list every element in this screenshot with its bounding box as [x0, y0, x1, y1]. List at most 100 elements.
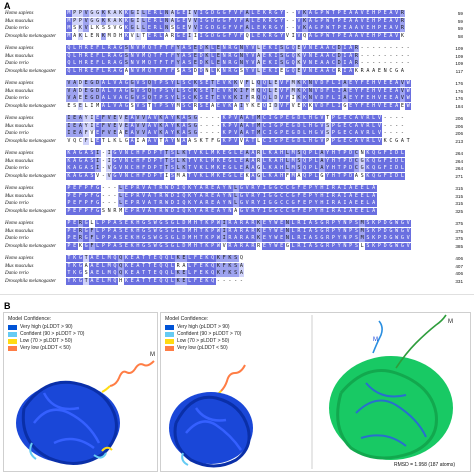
residue: S — [117, 220, 124, 227]
residue: I — [301, 242, 308, 250]
residue: V — [66, 95, 72, 103]
residue: K — [221, 122, 227, 130]
residue: P — [319, 17, 325, 25]
residue: R — [330, 200, 337, 208]
residue: M — [359, 235, 365, 243]
residue: R — [330, 185, 337, 192]
residue: Y — [324, 172, 331, 180]
residue: E — [129, 255, 135, 262]
residue: G — [77, 157, 84, 165]
residue: G — [117, 45, 124, 52]
residue: E — [123, 200, 130, 208]
residue: A — [347, 207, 354, 215]
residue: L — [232, 192, 239, 200]
residue: V — [113, 25, 117, 32]
residue: K — [186, 185, 193, 192]
residue: L — [158, 25, 164, 33]
residue: Q — [181, 185, 187, 192]
residue: K — [267, 60, 273, 68]
residue: S — [163, 220, 170, 227]
residue: T — [186, 165, 193, 173]
residue: L — [261, 150, 268, 157]
residue: Y — [244, 67, 250, 75]
residue: I — [342, 60, 348, 68]
residue: N — [107, 207, 111, 214]
residue: P — [100, 235, 107, 243]
residue: F — [244, 95, 250, 103]
residue: T — [152, 207, 158, 215]
residue: S — [324, 130, 331, 138]
residue: T — [152, 60, 158, 68]
residue: E — [353, 185, 360, 192]
residue: Y — [244, 60, 250, 68]
alignment-row: Danio rerio V A E E G D A L V A G G V S Q T P S Y L S C K S E T E V K… — [3, 95, 471, 103]
residue: C — [284, 200, 291, 208]
residue: R — [296, 227, 302, 235]
residue: G — [343, 102, 347, 109]
residue: P — [330, 122, 337, 130]
residue: V — [285, 32, 289, 39]
residue: E — [278, 235, 285, 243]
residue: F — [169, 67, 176, 75]
residue: V — [301, 67, 308, 75]
residue: V — [135, 45, 141, 52]
residue: E — [67, 102, 71, 109]
residue: V — [393, 10, 400, 17]
residue: Q — [146, 80, 153, 87]
residue: R — [227, 227, 233, 235]
residue: V — [140, 192, 147, 200]
residue: K — [308, 102, 312, 109]
residue: A — [165, 32, 169, 39]
residue: S — [169, 150, 176, 157]
residue: D — [319, 102, 325, 110]
residue-position: 59 — [457, 18, 463, 24]
residue: E — [257, 102, 261, 109]
legend-label: Very high (pLDDT > 90) — [20, 324, 73, 330]
residue: E — [382, 80, 388, 87]
residue: H — [330, 165, 337, 173]
residue: E — [71, 185, 78, 192]
residue: A — [83, 150, 89, 157]
residue: C — [129, 172, 135, 180]
residue: M — [255, 122, 262, 130]
residue: G — [273, 115, 279, 122]
residue: G — [255, 172, 262, 180]
residue: G — [129, 10, 135, 17]
residue: K — [227, 262, 233, 270]
residue: K — [175, 255, 181, 262]
residue: H — [370, 32, 377, 40]
residue: L — [100, 270, 107, 278]
residue: M — [209, 150, 216, 157]
residue: M — [140, 60, 147, 68]
residue: H — [307, 115, 314, 122]
residue: A — [244, 10, 250, 17]
alignment-row: Homo sapiens P E R G L L P P A S E K H G S W G S G L D M H T K P W I… — [3, 220, 471, 227]
residue: L — [290, 242, 296, 250]
residue: H — [330, 172, 337, 180]
residue: E — [181, 32, 187, 40]
residue: E — [215, 95, 222, 103]
residue: K — [66, 157, 72, 165]
residue: Q — [261, 80, 268, 87]
residue: G — [227, 150, 233, 157]
residue: W — [215, 235, 222, 243]
residue: I — [342, 67, 348, 75]
residue: G — [169, 242, 176, 250]
residue: H — [135, 165, 141, 173]
residue: L — [84, 32, 88, 39]
residue: G — [192, 115, 199, 122]
residue: - — [377, 52, 381, 59]
residue: G — [313, 137, 319, 145]
residue: G — [313, 32, 319, 40]
residue: K — [192, 87, 199, 95]
residue: F — [169, 60, 176, 68]
residue: F — [324, 87, 331, 95]
residue: P — [278, 130, 285, 138]
residue-position: 406 — [455, 271, 463, 277]
residue: K — [296, 60, 302, 68]
residue: F — [324, 95, 331, 103]
residue: K — [216, 67, 220, 74]
residue: R — [204, 207, 210, 215]
